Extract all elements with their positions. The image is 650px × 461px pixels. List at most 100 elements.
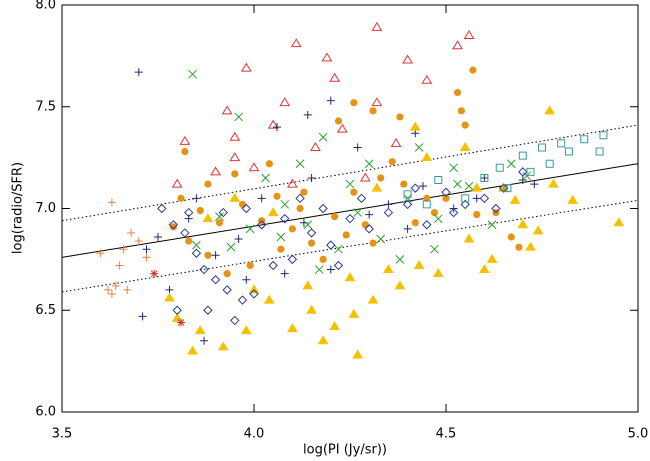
scatter-point [567, 194, 579, 204]
scatter-point [321, 52, 333, 62]
scatter-point [300, 188, 308, 196]
scatter-point [119, 245, 128, 254]
scatter-point [277, 245, 285, 253]
scatter-point [473, 211, 481, 219]
scatter-point [218, 207, 228, 218]
scatter-point [395, 255, 405, 264]
scatter-point [267, 207, 279, 217]
scatter-point [234, 235, 243, 244]
scatter-point [342, 231, 350, 239]
scatter-point [471, 182, 483, 192]
y-tick-label: 6.5 [35, 303, 56, 318]
scatter-point [613, 217, 625, 227]
scatter-point [177, 318, 186, 327]
scatter-point [164, 292, 175, 302]
fit-line [61, 124, 639, 222]
scatter-point [402, 199, 413, 210]
scatter-point [599, 131, 608, 140]
scatter-point [202, 213, 214, 223]
scatter-point [371, 182, 383, 192]
scatter-point [157, 203, 167, 214]
scatter-point [138, 312, 147, 321]
scatter-point [318, 132, 328, 142]
scatter-point [453, 88, 462, 97]
scatter-point [480, 173, 489, 182]
scatter-point [229, 152, 241, 162]
scatter-point [273, 192, 281, 200]
scatter-point [237, 295, 248, 305]
scatter-point [545, 159, 554, 168]
scatter-point [459, 141, 471, 151]
scatter-point [154, 232, 162, 241]
scatter-point [345, 213, 355, 224]
scatter-point [217, 341, 229, 351]
scatter-point [191, 248, 202, 258]
scatter-point [181, 147, 189, 156]
scatter-point [107, 289, 116, 298]
scatter-point [461, 121, 469, 129]
scatter-point [171, 312, 183, 322]
scatter-point [350, 99, 358, 107]
scatter-point [268, 260, 278, 271]
scatter-point [418, 182, 427, 191]
scatter-point [472, 194, 481, 203]
scatter-point [115, 261, 124, 270]
scatter-point [171, 178, 183, 188]
scatter-point [479, 264, 490, 274]
scatter-point [295, 159, 305, 169]
scatter-point [280, 269, 289, 278]
scatter-point [223, 270, 231, 278]
scatter-point [364, 224, 374, 234]
scatter-point [359, 172, 371, 182]
scatter-point [127, 228, 136, 237]
scatter-point [287, 178, 298, 188]
scatter-point [414, 143, 424, 152]
scatter-point [503, 184, 512, 193]
scatter-point [400, 180, 408, 188]
scatter-point [210, 166, 221, 176]
scatter-point [564, 147, 573, 156]
scatter-point [226, 242, 236, 252]
scatter-point [303, 220, 313, 230]
scatter-point [280, 213, 290, 224]
scatter-point [199, 264, 209, 275]
scatter-point [344, 272, 356, 282]
scatter-point [204, 180, 212, 188]
scatter-point [367, 294, 379, 304]
scatter-point [452, 40, 463, 50]
scatter-point [580, 135, 589, 144]
scatter-point [308, 239, 316, 247]
scatter-point [169, 223, 177, 231]
scatter-point [402, 54, 413, 64]
scatter-point [303, 110, 312, 119]
scatter-point [365, 210, 374, 219]
scatter-point [383, 264, 394, 274]
scatter-point [203, 305, 213, 315]
scatter-point [172, 305, 182, 315]
scatter-point [463, 30, 475, 40]
scatter-point [506, 159, 516, 169]
scatter-point [442, 194, 450, 202]
scatter-point [296, 204, 304, 213]
scatter-point [196, 206, 204, 215]
scatter-point [290, 38, 302, 48]
scatter-point [394, 280, 406, 290]
fit-line [61, 199, 639, 293]
scatter-point [142, 245, 151, 254]
scatter-point [448, 207, 459, 218]
scatter-point [390, 137, 402, 147]
scatter-point [486, 253, 498, 263]
scatter-point [177, 194, 185, 202]
scatter-point [287, 254, 298, 265]
scatter-point [107, 198, 116, 207]
scatter-point [245, 224, 255, 234]
scatter-point [479, 193, 490, 204]
scatter-point [388, 158, 396, 166]
scatter-point [329, 72, 341, 82]
x-tick-label: 5.0 [628, 427, 649, 442]
plot-frame [61, 4, 639, 413]
scatter-point [310, 141, 321, 151]
scatter-point [409, 121, 421, 131]
scatter-point [307, 173, 316, 182]
